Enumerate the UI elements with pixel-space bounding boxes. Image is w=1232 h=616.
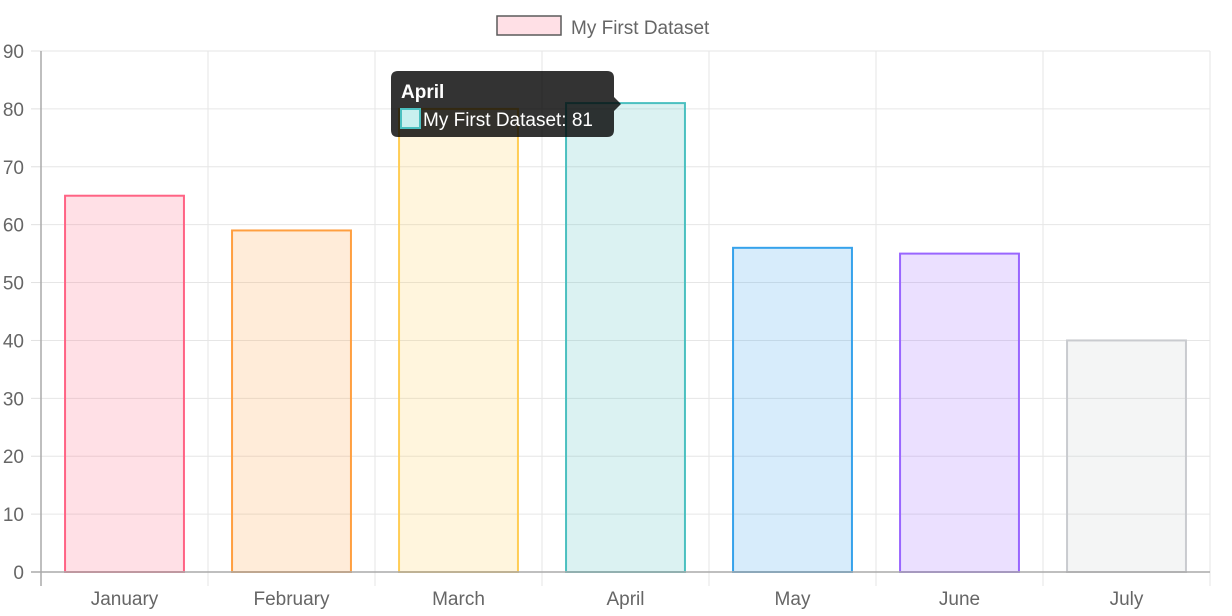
y-tick-label: 10 [3,505,24,526]
axes: 0 10 20 30 40 50 60 70 80 90 January February March A… [3,42,1210,610]
x-tick-label: April [606,589,644,610]
y-tick-label: 80 [3,100,24,121]
y-tick-label: 40 [3,331,24,352]
x-tick-label: May [775,589,811,610]
bar-april [565,102,686,573]
tooltip-label: My First Dataset: 81 [423,110,593,131]
y-tick-label: 60 [3,216,24,237]
tooltip-title: April [401,82,444,103]
bar-february [231,229,352,573]
legend-label[interactable]: My First Dataset [571,18,710,39]
y-tick-label: 70 [3,158,24,179]
tooltip: April My First Dataset: 81 [391,71,621,137]
x-tick-label: February [253,589,330,610]
x-tick-label: July [1110,589,1144,610]
bar-may [732,246,853,573]
tooltip-swatch [400,108,421,129]
x-tick-label: January [91,589,159,610]
bars [64,102,1187,574]
bar-july [1066,339,1187,574]
tooltip-box [391,71,621,137]
y-tick-label: 20 [3,447,24,468]
x-tick-label: March [432,589,485,610]
y-tick-label: 0 [13,563,24,584]
bar-june [899,252,1020,573]
y-tick-label: 90 [3,42,24,63]
grid-lines [31,50,1211,586]
y-tick-label: 50 [3,274,24,295]
legend-swatch[interactable] [496,15,562,36]
bar-january [64,194,185,573]
legend[interactable]: My First Dataset [496,15,710,39]
bar-march [398,107,519,573]
y-tick-label: 30 [3,389,24,410]
x-tick-label: June [939,589,980,610]
